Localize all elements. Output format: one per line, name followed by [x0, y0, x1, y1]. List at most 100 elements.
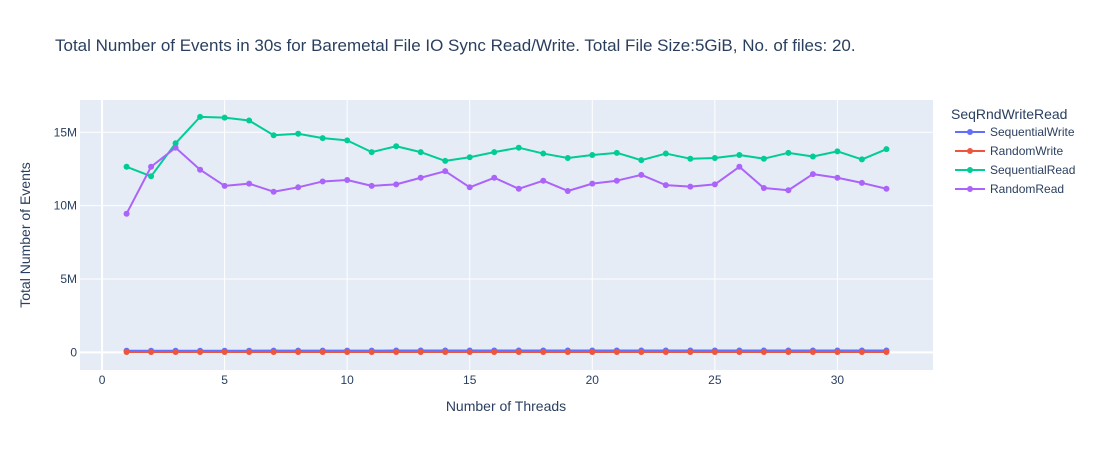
data-point[interactable] — [320, 135, 326, 141]
data-point[interactable] — [663, 349, 669, 355]
data-point[interactable] — [810, 349, 816, 355]
data-point[interactable] — [320, 178, 326, 184]
data-point[interactable] — [614, 178, 620, 184]
data-point[interactable] — [540, 349, 546, 355]
data-point[interactable] — [785, 187, 791, 193]
legend-item-randomread[interactable]: RandomRead — [955, 182, 1064, 196]
data-point[interactable] — [369, 349, 375, 355]
data-point[interactable] — [638, 349, 644, 355]
data-point[interactable] — [271, 132, 277, 138]
data-point[interactable] — [712, 155, 718, 161]
data-point[interactable] — [344, 177, 350, 183]
data-point[interactable] — [173, 349, 179, 355]
data-point[interactable] — [148, 164, 154, 170]
data-point[interactable] — [638, 172, 644, 178]
data-point[interactable] — [859, 180, 865, 186]
data-point[interactable] — [589, 181, 595, 187]
data-point[interactable] — [467, 184, 473, 190]
data-point[interactable] — [565, 155, 571, 161]
data-point[interactable] — [320, 349, 326, 355]
data-point[interactable] — [883, 146, 889, 152]
data-point[interactable] — [491, 149, 497, 155]
legend-item-sequentialread[interactable]: SequentialRead — [955, 163, 1075, 177]
data-point[interactable] — [442, 168, 448, 174]
legend-item-randomwrite[interactable]: RandomWrite — [955, 144, 1063, 158]
data-point[interactable] — [614, 150, 620, 156]
data-point[interactable] — [271, 349, 277, 355]
data-point[interactable] — [467, 154, 473, 160]
data-point[interactable] — [834, 148, 840, 154]
data-point[interactable] — [124, 211, 130, 217]
data-point[interactable] — [540, 178, 546, 184]
data-point[interactable] — [222, 115, 228, 121]
data-point[interactable] — [810, 153, 816, 159]
data-point[interactable] — [687, 349, 693, 355]
data-point[interactable] — [197, 349, 203, 355]
data-point[interactable] — [246, 181, 252, 187]
data-point[interactable] — [344, 349, 350, 355]
data-point[interactable] — [124, 164, 130, 170]
data-point[interactable] — [393, 181, 399, 187]
data-point[interactable] — [418, 349, 424, 355]
data-point[interactable] — [148, 349, 154, 355]
data-point[interactable] — [785, 349, 791, 355]
data-point[interactable] — [663, 151, 669, 157]
data-point[interactable] — [393, 349, 399, 355]
data-point[interactable] — [687, 156, 693, 162]
data-point[interactable] — [222, 349, 228, 355]
legend-item-sequentialwrite[interactable]: SequentialWrite — [955, 125, 1075, 139]
data-point[interactable] — [124, 349, 130, 355]
data-point[interactable] — [393, 143, 399, 149]
data-point[interactable] — [565, 349, 571, 355]
data-point[interactable] — [516, 145, 522, 151]
data-point[interactable] — [883, 186, 889, 192]
data-point[interactable] — [197, 114, 203, 120]
data-point[interactable] — [148, 173, 154, 179]
data-point[interactable] — [565, 188, 571, 194]
data-point[interactable] — [834, 175, 840, 181]
data-point[interactable] — [859, 156, 865, 162]
data-point[interactable] — [369, 149, 375, 155]
data-point[interactable] — [516, 186, 522, 192]
data-point[interactable] — [712, 349, 718, 355]
data-point[interactable] — [687, 184, 693, 190]
data-point[interactable] — [271, 189, 277, 195]
data-point[interactable] — [614, 349, 620, 355]
data-point[interactable] — [295, 349, 301, 355]
data-point[interactable] — [222, 183, 228, 189]
data-point[interactable] — [761, 156, 767, 162]
data-point[interactable] — [810, 171, 816, 177]
data-point[interactable] — [761, 349, 767, 355]
data-point[interactable] — [295, 184, 301, 190]
data-point[interactable] — [883, 349, 889, 355]
data-point[interactable] — [761, 185, 767, 191]
data-point[interactable] — [859, 349, 865, 355]
data-point[interactable] — [197, 167, 203, 173]
data-point[interactable] — [442, 349, 448, 355]
data-point[interactable] — [834, 349, 840, 355]
data-point[interactable] — [442, 158, 448, 164]
x-tick-label: 0 — [99, 373, 106, 387]
data-point[interactable] — [467, 349, 473, 355]
data-point[interactable] — [638, 157, 644, 163]
data-point[interactable] — [589, 152, 595, 158]
data-point[interactable] — [516, 349, 522, 355]
data-point[interactable] — [785, 150, 791, 156]
data-point[interactable] — [491, 175, 497, 181]
data-point[interactable] — [369, 183, 375, 189]
data-point[interactable] — [246, 118, 252, 124]
data-point[interactable] — [589, 349, 595, 355]
data-point[interactable] — [736, 349, 742, 355]
data-point[interactable] — [418, 175, 424, 181]
data-point[interactable] — [246, 349, 252, 355]
data-point[interactable] — [712, 181, 718, 187]
data-point[interactable] — [344, 137, 350, 143]
data-point[interactable] — [736, 164, 742, 170]
data-point[interactable] — [418, 149, 424, 155]
data-point[interactable] — [173, 145, 179, 151]
data-point[interactable] — [491, 349, 497, 355]
data-point[interactable] — [736, 152, 742, 158]
data-point[interactable] — [663, 182, 669, 188]
data-point[interactable] — [540, 151, 546, 157]
data-point[interactable] — [295, 131, 301, 137]
